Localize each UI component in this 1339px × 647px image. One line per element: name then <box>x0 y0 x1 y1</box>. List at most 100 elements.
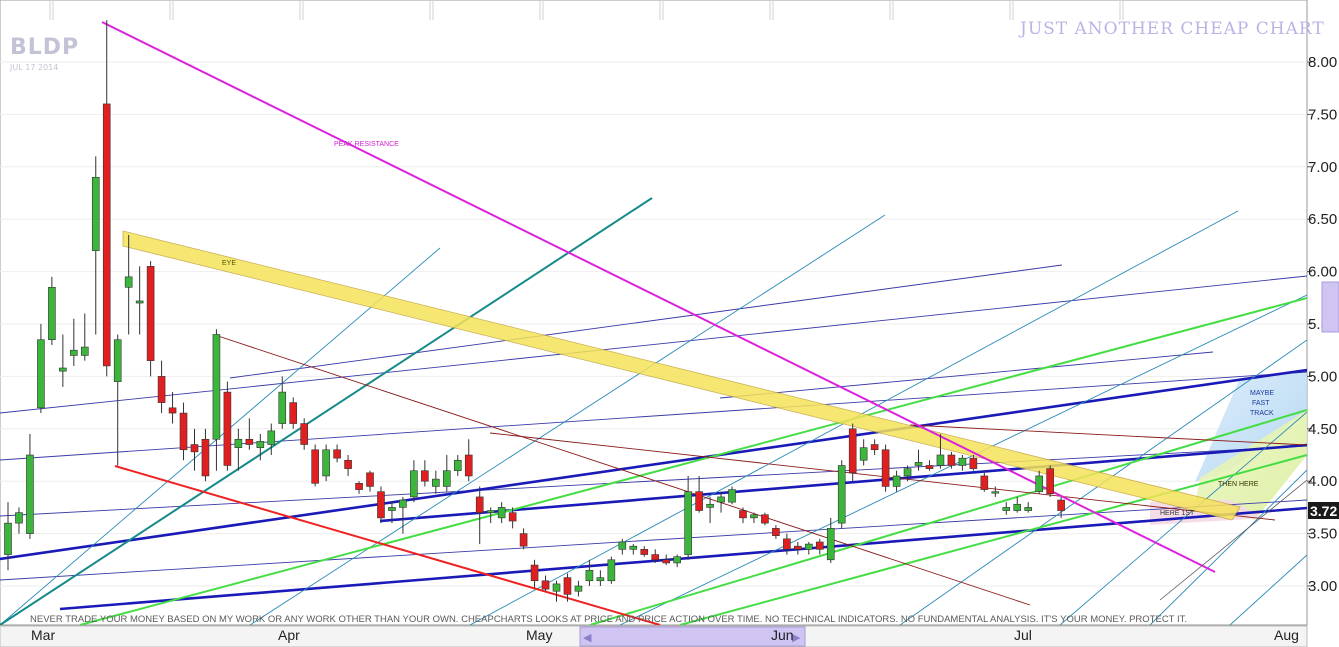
candle-up <box>618 541 627 550</box>
candle-up <box>48 287 56 341</box>
y-tick-label: 3.50 <box>1308 526 1337 543</box>
last-price-tag: 3.72 <box>1308 502 1339 519</box>
candle-down <box>783 538 791 550</box>
candle-up <box>322 449 330 477</box>
candles <box>4 20 1065 602</box>
top-ruler <box>49 0 1124 20</box>
candle-down <box>980 475 989 490</box>
candle-down <box>662 559 671 564</box>
candle-up <box>958 457 967 466</box>
candle-down <box>223 391 232 466</box>
month-label: Jul <box>1014 627 1032 643</box>
candle-up <box>410 470 418 498</box>
scrollbar-right-arrow[interactable]: ▶ <box>792 631 801 644</box>
candle-down <box>355 482 363 490</box>
month-label: Jun <box>771 627 794 643</box>
y-tick-label: 6.50 <box>1308 211 1337 228</box>
y-tick-label: 4.50 <box>1308 421 1337 438</box>
y-tick-label: 4.00 <box>1308 473 1337 490</box>
candle-up <box>552 583 561 592</box>
candle-up <box>892 475 901 487</box>
candle-down <box>881 449 890 487</box>
candle-down <box>519 533 528 547</box>
y-tick-label: 3.00 <box>1308 578 1337 595</box>
candle-down <box>563 577 572 595</box>
x-axis: Mar Apr May Jun Jul Aug <box>31 627 1299 643</box>
candle-down <box>772 528 780 536</box>
time-scrollbar[interactable]: ◀ ▶ <box>0 625 1308 647</box>
candle-up <box>585 569 594 582</box>
candle-down <box>464 454 473 477</box>
annotation-maybe: MAYBE <box>1250 390 1274 397</box>
candle-up <box>113 339 122 382</box>
candle-up <box>37 339 45 409</box>
candle-up <box>497 507 506 519</box>
candle-down <box>870 444 879 451</box>
price-scale-handle[interactable] <box>1321 281 1339 333</box>
candle-down <box>102 103 111 367</box>
candle-up <box>914 462 923 466</box>
candle-up <box>80 346 89 356</box>
candle-down <box>157 376 166 403</box>
then-here-zone <box>1195 410 1307 520</box>
candle-up <box>991 491 1000 494</box>
candle-up <box>91 176 100 251</box>
candle-up <box>750 514 758 519</box>
green-trendlines <box>79 297 1307 625</box>
candle-down <box>640 549 649 555</box>
candle-down <box>541 580 550 590</box>
y-axis: 3.003.504.004.505.005.506.006.507.007.50… <box>1307 54 1337 595</box>
candle-down <box>311 449 319 484</box>
annotation-peak-resistance: PEAK RESISTANCE <box>334 141 399 148</box>
candle-up <box>837 465 846 524</box>
candle-up <box>442 470 451 487</box>
month-label: Apr <box>278 627 300 643</box>
candle-up <box>234 438 243 448</box>
candle-up <box>1024 507 1033 511</box>
annotation-fast: FAST <box>1252 400 1270 407</box>
candle-up <box>936 454 945 466</box>
candle-up <box>805 543 813 550</box>
candle-down <box>794 545 802 550</box>
candle-up <box>432 478 440 487</box>
candle-up <box>486 510 495 513</box>
candle-down <box>925 465 934 469</box>
candle-up <box>903 468 912 477</box>
trendline-layer <box>0 21 1307 625</box>
candle-down <box>300 423 308 445</box>
annotation-then-here: THEN HERE <box>1218 481 1259 488</box>
candle-up <box>4 522 12 555</box>
candle-up <box>453 459 462 472</box>
plot-area <box>0 0 1308 626</box>
candle-up <box>826 528 835 561</box>
candle-up <box>673 556 681 564</box>
annotation-track: TRACK <box>1250 410 1274 417</box>
last-price-label: 3.72 <box>1310 503 1337 519</box>
candle-up <box>706 503 714 508</box>
scrollbar-left-arrow[interactable]: ◀ <box>583 631 592 644</box>
month-label: Mar <box>31 627 55 643</box>
disclaimer: NEVER TRADE YOUR MONEY BASED ON MY WORK … <box>30 614 1187 625</box>
candle-down <box>333 449 341 459</box>
candle-up <box>135 300 144 304</box>
candle-down <box>245 438 254 445</box>
candle-down <box>168 407 177 414</box>
candle-up <box>15 512 23 524</box>
candle-up <box>212 334 221 440</box>
candle-up <box>859 447 868 461</box>
candle-down <box>1057 499 1065 511</box>
candle-up <box>388 507 396 511</box>
y-tick-label: 6.00 <box>1308 264 1337 281</box>
scrollbar-thumb[interactable] <box>579 626 806 647</box>
annotation-eye: EYE <box>222 260 236 267</box>
candle-up <box>1002 507 1011 511</box>
candle-up <box>717 496 725 503</box>
date-watermark: JUL 17 2014 <box>9 63 58 72</box>
candle-down <box>421 470 429 482</box>
candle-up <box>629 545 638 550</box>
eye-band <box>122 230 1241 521</box>
candle-down <box>695 491 703 511</box>
candle-up <box>26 454 34 534</box>
annotations: PEAK RESISTANCE EYE MAYBE FAST TRACK THE… <box>222 141 1274 517</box>
candle-up <box>267 430 276 445</box>
